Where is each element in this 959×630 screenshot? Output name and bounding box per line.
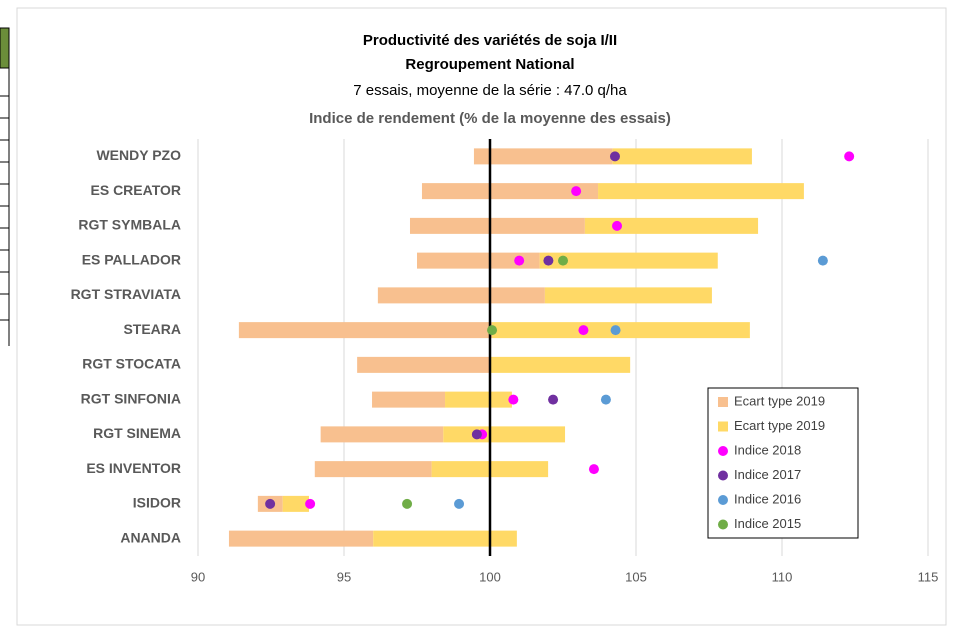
- table-header-cell: [0, 27, 10, 69]
- index-dot: [543, 255, 554, 266]
- index-dot: [612, 220, 623, 231]
- range-bar: [417, 252, 540, 269]
- index-dot: [610, 325, 621, 336]
- range-bar: [490, 356, 631, 373]
- range-bar: [443, 426, 566, 443]
- y-tick-label: RGT SYMBALA: [78, 217, 181, 233]
- index-dot: [558, 255, 568, 266]
- range-bar: [238, 322, 493, 339]
- range-bar: [228, 530, 374, 547]
- range-bar: [357, 356, 490, 373]
- y-tick-label: ANANDA: [120, 529, 181, 545]
- index-dot: [571, 186, 582, 197]
- index-dot: [817, 255, 828, 266]
- index-dot: [548, 394, 559, 405]
- index-dot: [844, 151, 855, 162]
- y-tick-label: ES INVENTOR: [86, 460, 181, 476]
- chart-subtitle: 7 essais, moyenne de la série : 47.0 q/h…: [353, 82, 627, 99]
- chart-subtitle: Regroupement National: [405, 56, 574, 73]
- legend-box: [707, 387, 859, 539]
- range-bar: [421, 183, 599, 200]
- index-dot: [402, 498, 413, 509]
- range-bar: [612, 148, 752, 165]
- index-dot: [600, 394, 611, 405]
- legend-label: Ecart type 2019: [734, 418, 825, 433]
- x-tick-label: 110: [772, 569, 793, 584]
- range-bar: [539, 252, 718, 269]
- legend-swatch: [718, 470, 728, 481]
- index-dot: [514, 255, 525, 266]
- range-bar: [492, 322, 750, 339]
- index-dot: [508, 394, 519, 405]
- index-dot: [471, 429, 482, 440]
- x-tick-label: 100: [479, 569, 501, 584]
- legend-label: Indice 2018: [734, 442, 801, 457]
- range-bar: [377, 287, 545, 304]
- legend-swatch: [718, 446, 728, 456]
- range-bar: [445, 391, 512, 408]
- y-tick-label: STEARA: [123, 321, 181, 337]
- chart-title: Productivité des variétés de soja I/II: [363, 32, 617, 49]
- axis-title: Indice de rendement (% de la moyenne des…: [309, 110, 671, 127]
- y-tick-label: ISIDOR: [133, 495, 181, 511]
- range-bar: [544, 287, 712, 304]
- legend-swatch: [718, 421, 728, 432]
- y-tick-label: ES PALLADOR: [82, 251, 181, 267]
- index-dot: [578, 325, 589, 336]
- legend-swatch: [718, 397, 728, 407]
- left-table-fragment: [0, 27, 10, 346]
- legend-label: Indice 2017: [734, 467, 801, 482]
- range-bar: [598, 183, 804, 200]
- legend-swatch: [718, 519, 728, 530]
- y-tick-label: RGT STOCATA: [82, 356, 181, 372]
- index-dot: [454, 498, 465, 509]
- index-dot: [609, 151, 620, 162]
- index-dot: [305, 498, 316, 509]
- index-dot: [588, 464, 599, 475]
- legend-swatch: [718, 495, 728, 505]
- y-tick-label: ES CREATOR: [91, 182, 182, 198]
- range-bar: [473, 148, 613, 165]
- y-tick-label: RGT SINFONIA: [81, 390, 181, 406]
- legend-label: Indice 2016: [734, 491, 801, 506]
- legend-label: Indice 2015: [734, 516, 801, 531]
- y-tick-label: WENDY PZO: [96, 147, 181, 163]
- legend-label: Ecart type 2019: [734, 393, 825, 408]
- x-tick-label: 90: [191, 569, 205, 584]
- range-bar: [372, 391, 446, 408]
- range-bar: [282, 495, 309, 512]
- index-dot: [487, 325, 498, 336]
- range-bar: [314, 461, 432, 478]
- table-lines: [0, 68, 10, 346]
- range-bar: [584, 217, 759, 234]
- range-bar: [373, 530, 517, 547]
- range-bar: [409, 217, 585, 234]
- x-tick-label: 105: [625, 569, 647, 584]
- y-tick-label: RGT STRAVIATA: [71, 286, 181, 302]
- index-dot: [265, 498, 276, 509]
- x-tick-label: 115: [918, 569, 939, 584]
- range-bar: [320, 426, 444, 443]
- y-tick-label: RGT SINEMA: [93, 425, 181, 441]
- x-tick-label: 95: [337, 569, 351, 584]
